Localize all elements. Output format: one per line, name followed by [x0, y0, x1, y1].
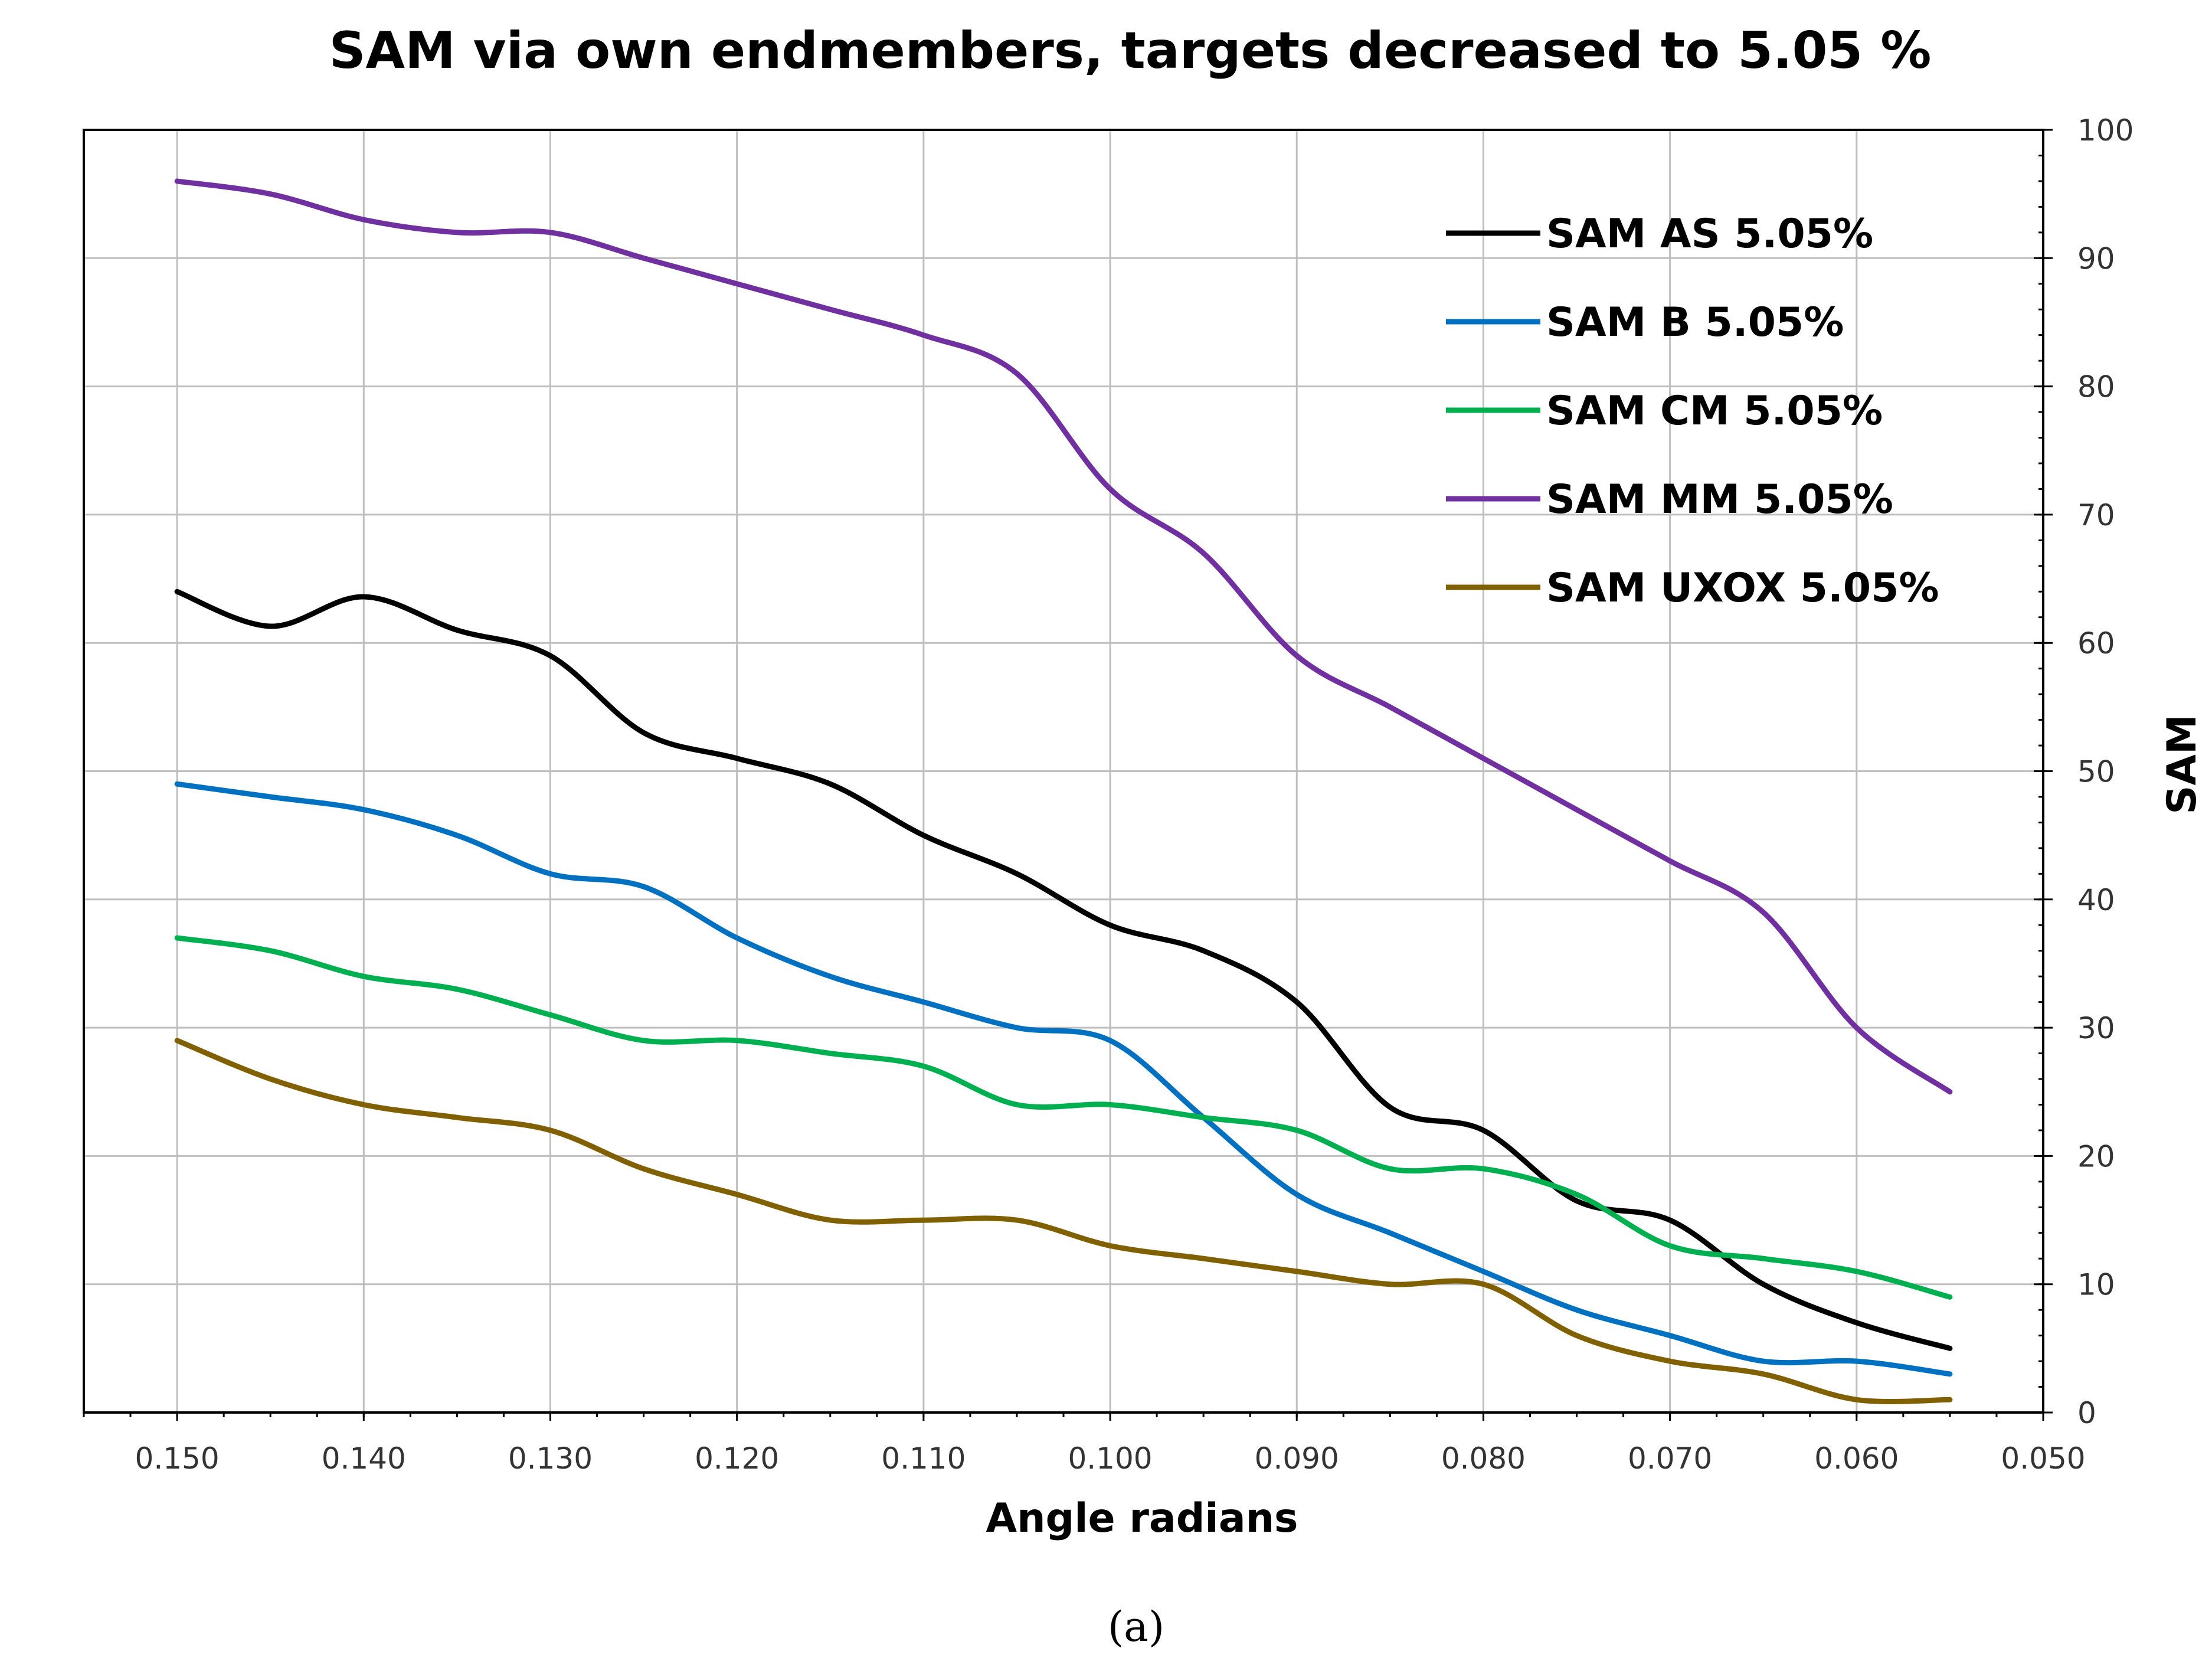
- y-tick-label: 60: [2077, 626, 2115, 661]
- series-line-sam-mm-5-05: [174, 178, 1953, 1095]
- x-tick-label: 0.110: [881, 1441, 966, 1476]
- legend-item-sam-uxox-5-05[interactable]: SAM UXOX 5.05%: [1446, 565, 1939, 612]
- x-tick-label: 0.050: [2001, 1441, 2085, 1476]
- y-tick-label: 90: [2077, 241, 2115, 276]
- x-tick-label: 0.130: [508, 1441, 593, 1476]
- legend-label: SAM CM 5.05%: [1546, 388, 1883, 434]
- x-tick-label: 0.150: [135, 1441, 220, 1476]
- figure-caption: (a): [1108, 1603, 1164, 1651]
- series-line-sam-uxox-5-05: [174, 1038, 1953, 1404]
- y-tick-label: 40: [2077, 883, 2115, 917]
- legend-item-sam-mm-5-05[interactable]: SAM MM 5.05%: [1446, 476, 1893, 523]
- y-axis-title: SAM: [2159, 714, 2206, 814]
- x-tick-label: 0.070: [1628, 1441, 1712, 1476]
- x-tick-label: 0.090: [1255, 1441, 1339, 1476]
- series-layer: [174, 178, 1953, 1404]
- legend-item-sam-b-5-05[interactable]: SAM B 5.05%: [1446, 299, 1844, 346]
- y-tick-label: 10: [2077, 1268, 2115, 1302]
- y-tick-label: 70: [2077, 498, 2115, 532]
- series-line-sam-cm-5-05: [174, 935, 1953, 1300]
- y-tick-label: 80: [2077, 370, 2115, 404]
- x-tick-label: 0.060: [1814, 1441, 1899, 1476]
- y-tick-label: 100: [2077, 113, 2134, 148]
- x-tick-label: 0.140: [322, 1441, 406, 1476]
- y-tick-label: 0: [2077, 1396, 2096, 1430]
- series-line-sam-b-5-05: [174, 781, 1953, 1377]
- x-tick-label: 0.100: [1068, 1441, 1152, 1476]
- tick-layer: 0.150 0.140 0.130 0.120 0.110 0.100 0.090 0.080…: [83, 113, 2134, 1476]
- x-axis-title: Angle radians: [986, 1495, 1298, 1542]
- y-tick-label: 30: [2077, 1011, 2115, 1045]
- legend-label: SAM MM 5.05%: [1546, 476, 1893, 523]
- x-tick-label: 0.120: [695, 1441, 779, 1476]
- y-tick-label: 50: [2077, 755, 2115, 789]
- y-tick-label: 20: [2077, 1139, 2115, 1173]
- series-line-sam-as-5-05: [174, 588, 1953, 1351]
- x-tick-label: 0.080: [1441, 1441, 1526, 1476]
- legend[interactable]: SAM AS 5.05% SAM B 5.05% SAM CM 5.05% SAM M…: [1446, 211, 1939, 612]
- legend-label: SAM UXOX 5.05%: [1546, 565, 1939, 612]
- legend-label: SAM B 5.05%: [1546, 299, 1844, 346]
- legend-label: SAM AS 5.05%: [1546, 211, 1873, 257]
- legend-item-sam-as-5-05[interactable]: SAM AS 5.05%: [1446, 211, 1873, 257]
- chart-title: SAM via own endmembers, targets decrease…: [329, 21, 1932, 80]
- legend-item-sam-cm-5-05[interactable]: SAM CM 5.05%: [1446, 388, 1883, 434]
